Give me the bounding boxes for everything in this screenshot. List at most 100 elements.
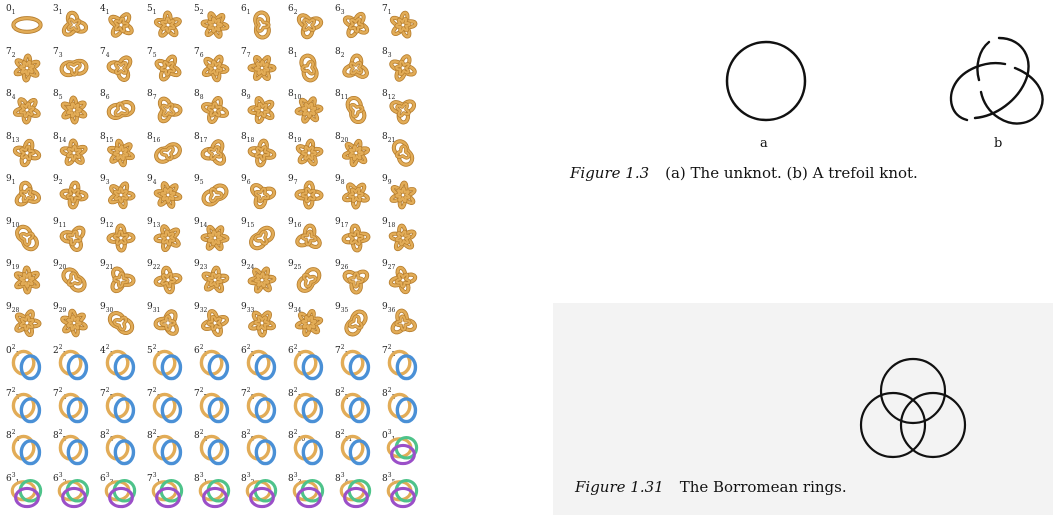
knot-cell: 930 <box>96 300 143 340</box>
knot-cell: 813 <box>2 130 49 170</box>
knot-diagram-icon <box>246 349 277 381</box>
knot-diagram-icon <box>152 349 183 381</box>
knot-diagram-icon <box>152 434 183 466</box>
knot-diagram-icon <box>247 54 277 81</box>
knot-diagram-icon <box>247 96 275 124</box>
knot-cell: 96 <box>237 172 284 212</box>
knot-diagram-icon <box>292 478 325 508</box>
knot-diagram-icon <box>153 10 182 38</box>
knot-label: 918 <box>382 216 396 229</box>
knot-diagram-icon <box>386 478 419 508</box>
knot-diagram-icon <box>247 138 277 167</box>
knot-diagram-icon <box>201 308 229 337</box>
knot-diagram-icon <box>13 265 41 295</box>
figure-label-b: b <box>994 136 1003 151</box>
knot-label: 923 <box>194 259 208 271</box>
knot-cell: 825 <box>49 427 96 467</box>
knot-diagram-icon <box>201 183 229 207</box>
knot-diagram-icon <box>342 11 370 39</box>
knot-label: 86 <box>100 89 110 101</box>
knot-label: 915 <box>241 216 255 229</box>
knot-label: 99 <box>382 174 392 186</box>
knot-diagram-icon <box>154 54 182 81</box>
knot-cell: 823 <box>378 385 425 425</box>
knot-label: 911 <box>53 216 67 229</box>
knot-diagram-icon <box>153 308 179 336</box>
knot-cell: 918 <box>378 215 425 255</box>
knot-diagram-icon <box>59 180 89 210</box>
knot-label: 41 <box>100 4 110 16</box>
knot-label: 933 <box>241 301 255 314</box>
knot-label: 63 <box>335 4 345 16</box>
knot-diagram-icon <box>61 267 87 293</box>
knot-cell: 834 <box>331 470 378 510</box>
knot-diagram-icon <box>253 10 271 40</box>
knot-label: 821 <box>382 131 396 144</box>
knot-cell: 923 <box>190 257 237 297</box>
figure-number: Figure 1.31 <box>575 478 664 496</box>
knot-diagram-icon <box>10 478 43 508</box>
knot-cell: 73 <box>49 45 96 85</box>
knot-cell: 829 <box>237 427 284 467</box>
knot-label: 935 <box>335 301 349 314</box>
knot-diagram-icon <box>387 349 418 381</box>
knot-diagram-icon <box>153 181 183 209</box>
knot-label: 925 <box>288 259 302 271</box>
knot-cell: 926 <box>331 257 378 297</box>
knot-diagram-icon <box>11 16 43 34</box>
knot-cell: 817 <box>190 130 237 170</box>
knot-cell: 911 <box>49 215 96 255</box>
knot-label: 921 <box>100 259 114 271</box>
knot-cell: 021 <box>2 342 49 382</box>
knot-diagram-icon <box>294 96 324 124</box>
knot-cell: 934 <box>284 300 331 340</box>
knot-diagram-icon <box>153 223 181 252</box>
knot-diagram-icon <box>200 224 230 251</box>
knot-label: 71 <box>382 4 392 16</box>
knot-diagram-icon <box>296 13 324 40</box>
knot-cell: 927 <box>378 257 425 297</box>
knot-diagram-icon <box>293 434 324 466</box>
knot-cell: 828 <box>190 427 237 467</box>
knot-cell: 835 <box>378 470 425 510</box>
knot-cell: 921 <box>96 257 143 297</box>
knot-label: 810 <box>288 89 302 101</box>
knot-cell: 8211 <box>331 427 378 467</box>
knot-diagram-icon <box>294 308 324 337</box>
knot-cell: 633 <box>96 470 143 510</box>
knot-cell: 910 <box>2 215 49 255</box>
knot-diagram-icon <box>342 269 370 295</box>
knot-diagram-icon <box>110 266 136 294</box>
knot-label: 910 <box>6 216 20 229</box>
knot-cell: 95 <box>190 172 237 212</box>
knot-cell: 913 <box>143 215 190 255</box>
knot-diagram-icon <box>60 308 88 337</box>
knot-diagram-icon <box>108 12 134 38</box>
knot-diagram-icon <box>151 478 184 508</box>
knot-label: 93 <box>100 174 110 186</box>
knot-cell: 831 <box>190 470 237 510</box>
knot-table: 01 31 41 51 52 61 62 63 71 72 73 74 75 76 77 81 82 83 84 85… <box>0 0 426 521</box>
knot-diagram-icon <box>14 308 42 337</box>
knot-cell: 933 <box>237 300 284 340</box>
knot-label: 912 <box>100 216 114 229</box>
knot-diagram-icon <box>154 141 182 164</box>
knot-diagram-icon <box>249 183 277 210</box>
knot-label: 914 <box>194 216 208 229</box>
knot-diagram-icon <box>296 267 322 293</box>
knot-label: 87 <box>147 89 157 101</box>
unknot-diagram <box>725 40 807 122</box>
knot-cell: 01 <box>2 2 49 42</box>
knot-label: 92 <box>53 174 63 186</box>
knot-cell: 521 <box>143 342 190 382</box>
knot-cell: 914 <box>190 215 237 255</box>
knot-diagram-icon <box>389 99 417 125</box>
knot-diagram-icon <box>344 309 368 336</box>
knot-cell: 820 <box>331 130 378 170</box>
knot-cell: 924 <box>237 257 284 297</box>
knot-cell: 917 <box>331 215 378 255</box>
figure-number: Figure 1.3 <box>570 164 650 182</box>
caption-text: The Borromean rings. <box>679 478 847 496</box>
knot-diagram-icon <box>389 53 417 82</box>
knot-cell: 816 <box>143 130 190 170</box>
